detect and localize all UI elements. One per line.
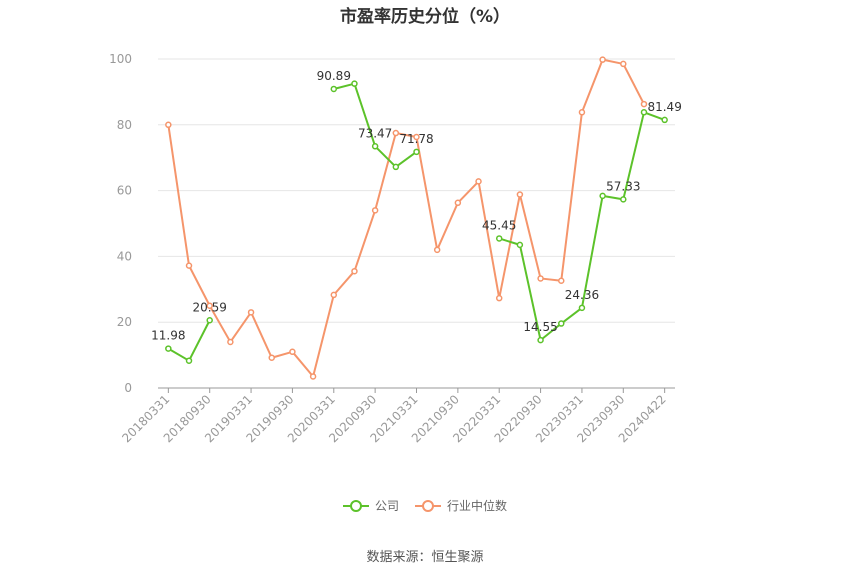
data-point	[578, 109, 586, 116]
data-point	[227, 338, 234, 346]
data-point	[599, 192, 606, 200]
data-label: 81.49	[647, 100, 681, 114]
series-line	[167, 58, 645, 378]
legend-company-icon	[342, 499, 369, 512]
data-point	[185, 262, 193, 269]
data-point	[640, 109, 648, 116]
y-tick-label: 20	[117, 315, 132, 329]
grid-lines	[158, 58, 675, 323]
legend-industry-icon	[415, 499, 441, 512]
data-point	[165, 345, 172, 352]
y-tick-label: 100	[109, 52, 132, 66]
data-point	[165, 121, 172, 129]
data-label: 57.33	[606, 179, 640, 193]
legend-item-industry[interactable]: 行业中位数	[415, 497, 507, 514]
legend-item-company[interactable]: 公司	[342, 497, 399, 514]
data-label: 45.45	[482, 218, 516, 232]
data-point	[185, 357, 193, 364]
data-source-note: 数据来源：恒生聚源	[366, 550, 484, 565]
data-label: 20.59	[193, 300, 227, 314]
data-label: 73.47	[358, 126, 392, 140]
data-point	[495, 294, 503, 302]
data-label: 11.98	[151, 329, 185, 343]
data-point	[351, 80, 358, 87]
data-point	[516, 241, 524, 249]
data-point	[413, 148, 420, 156]
data-point	[330, 85, 338, 93]
data-point	[371, 207, 379, 214]
data-point	[620, 196, 627, 203]
data-point	[578, 304, 586, 312]
axes: 0204060801002018033120180930201903312019…	[109, 52, 675, 445]
data-point	[330, 291, 338, 299]
data-point	[206, 302, 213, 309]
data-point	[206, 317, 213, 324]
series-lines	[165, 56, 668, 380]
data-point	[392, 129, 400, 137]
data-point	[661, 116, 668, 124]
data-point	[475, 178, 482, 185]
data-point	[620, 60, 627, 68]
data-point	[640, 100, 648, 108]
data-point	[537, 336, 544, 344]
y-tick-label: 0	[124, 381, 132, 395]
data-point	[371, 143, 379, 150]
data-point	[247, 309, 255, 316]
data-labels: 11.98 20.59 90.89 73.47 71.78 45.45 14.55 24.36…	[151, 69, 682, 343]
series-industry	[165, 56, 648, 380]
data-point	[268, 354, 275, 361]
data-label: 14.55	[523, 320, 557, 334]
data-point	[351, 267, 358, 275]
data-point	[289, 348, 296, 356]
y-tick-label: 60	[117, 184, 132, 198]
data-point	[599, 56, 606, 63]
data-point	[392, 163, 400, 171]
data-point	[454, 199, 462, 207]
chart-title: 市盈率历史分位（%）	[339, 7, 511, 27]
data-point	[516, 191, 524, 198]
series-company	[165, 80, 668, 364]
legend-industry-label: 行业中位数	[447, 499, 508, 513]
data-point	[537, 275, 544, 282]
data-point	[558, 320, 565, 327]
data-label: 24.36	[565, 288, 599, 302]
data-point	[413, 133, 420, 141]
y-tick-label: 40	[117, 249, 132, 263]
data-label: 90.89	[317, 69, 351, 83]
data-point	[433, 246, 441, 254]
y-tick-label: 80	[117, 118, 132, 132]
legend: 公司 行业中位数	[0, 497, 850, 514]
legend-company-label: 公司	[374, 499, 399, 513]
data-point	[495, 235, 503, 242]
data-point	[309, 373, 317, 380]
data-point	[558, 277, 565, 284]
data-label: 71.78	[399, 132, 433, 146]
